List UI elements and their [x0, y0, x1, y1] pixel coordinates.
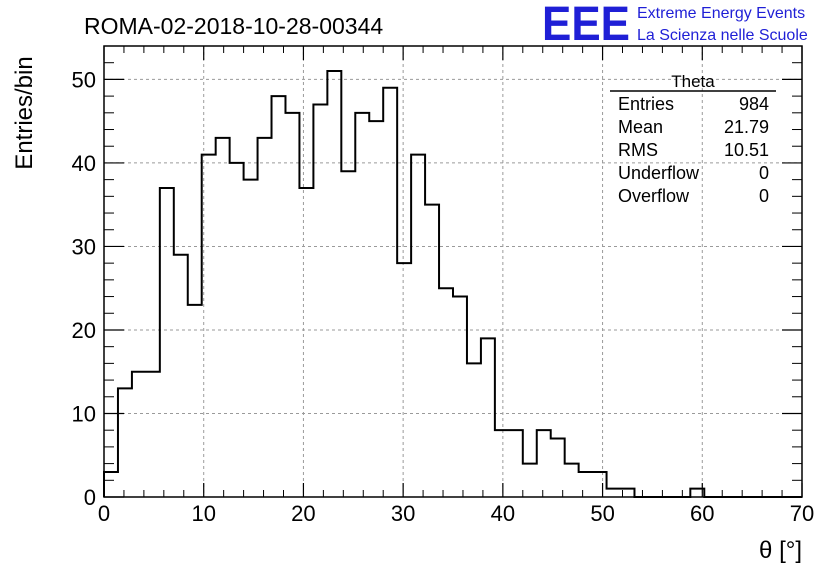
x-tick-label: 70 [790, 501, 814, 526]
eee-logo: EEE Extreme Energy Events La Scienza nel… [542, 0, 808, 51]
x-tick-label: 50 [590, 501, 614, 526]
x-axis-label: θ [°] [759, 537, 802, 564]
y-tick-label: 20 [72, 318, 96, 343]
stats-row-value: 21.79 [724, 117, 769, 137]
stats-row-value: 10.51 [724, 140, 769, 160]
stats-row-value: 984 [739, 94, 769, 114]
x-tick-label: 10 [191, 501, 215, 526]
x-tick-label: 0 [98, 501, 110, 526]
y-tick-label: 10 [72, 401, 96, 426]
stats-row-label: RMS [618, 140, 658, 160]
plot-frame [103, 45, 803, 498]
histogram-outline [103, 70, 802, 498]
chart-title: ROMA-02-2018-10-28-00344 [84, 13, 383, 39]
logo-text: EEE [542, 0, 630, 51]
tick-labels: 0 10 20 30 40 50 60 70 0 10 20 30 40 50 [72, 67, 815, 526]
stats-row-label: Underflow [618, 163, 700, 183]
y-tick-label: 40 [72, 151, 96, 176]
stats-row-label: Entries [618, 94, 674, 114]
logo-line-1: Extreme Energy Events [637, 5, 805, 22]
x-tick-label: 30 [391, 501, 415, 526]
axis-ticks [103, 45, 803, 498]
stats-row-label: Overflow [618, 186, 690, 206]
y-tick-label: 0 [84, 485, 96, 510]
stats-row-value: 0 [759, 163, 769, 183]
x-tick-label: 60 [690, 501, 714, 526]
x-tick-label: 40 [491, 501, 515, 526]
stats-box: Theta Entries 984 Mean 21.79 RMS 10.51 Underfl… [610, 72, 776, 206]
stats-row-value: 0 [759, 186, 769, 206]
y-tick-label: 30 [72, 234, 96, 259]
stats-row-label: Mean [618, 117, 663, 137]
x-tick-label: 20 [291, 501, 315, 526]
y-axis-label: Entries/bin [11, 56, 38, 169]
stats-box-title: Theta [671, 72, 715, 91]
grid-lines [104, 46, 802, 497]
logo-line-2: La Scienza nelle Scuole [637, 27, 808, 44]
y-tick-label: 50 [72, 67, 96, 92]
